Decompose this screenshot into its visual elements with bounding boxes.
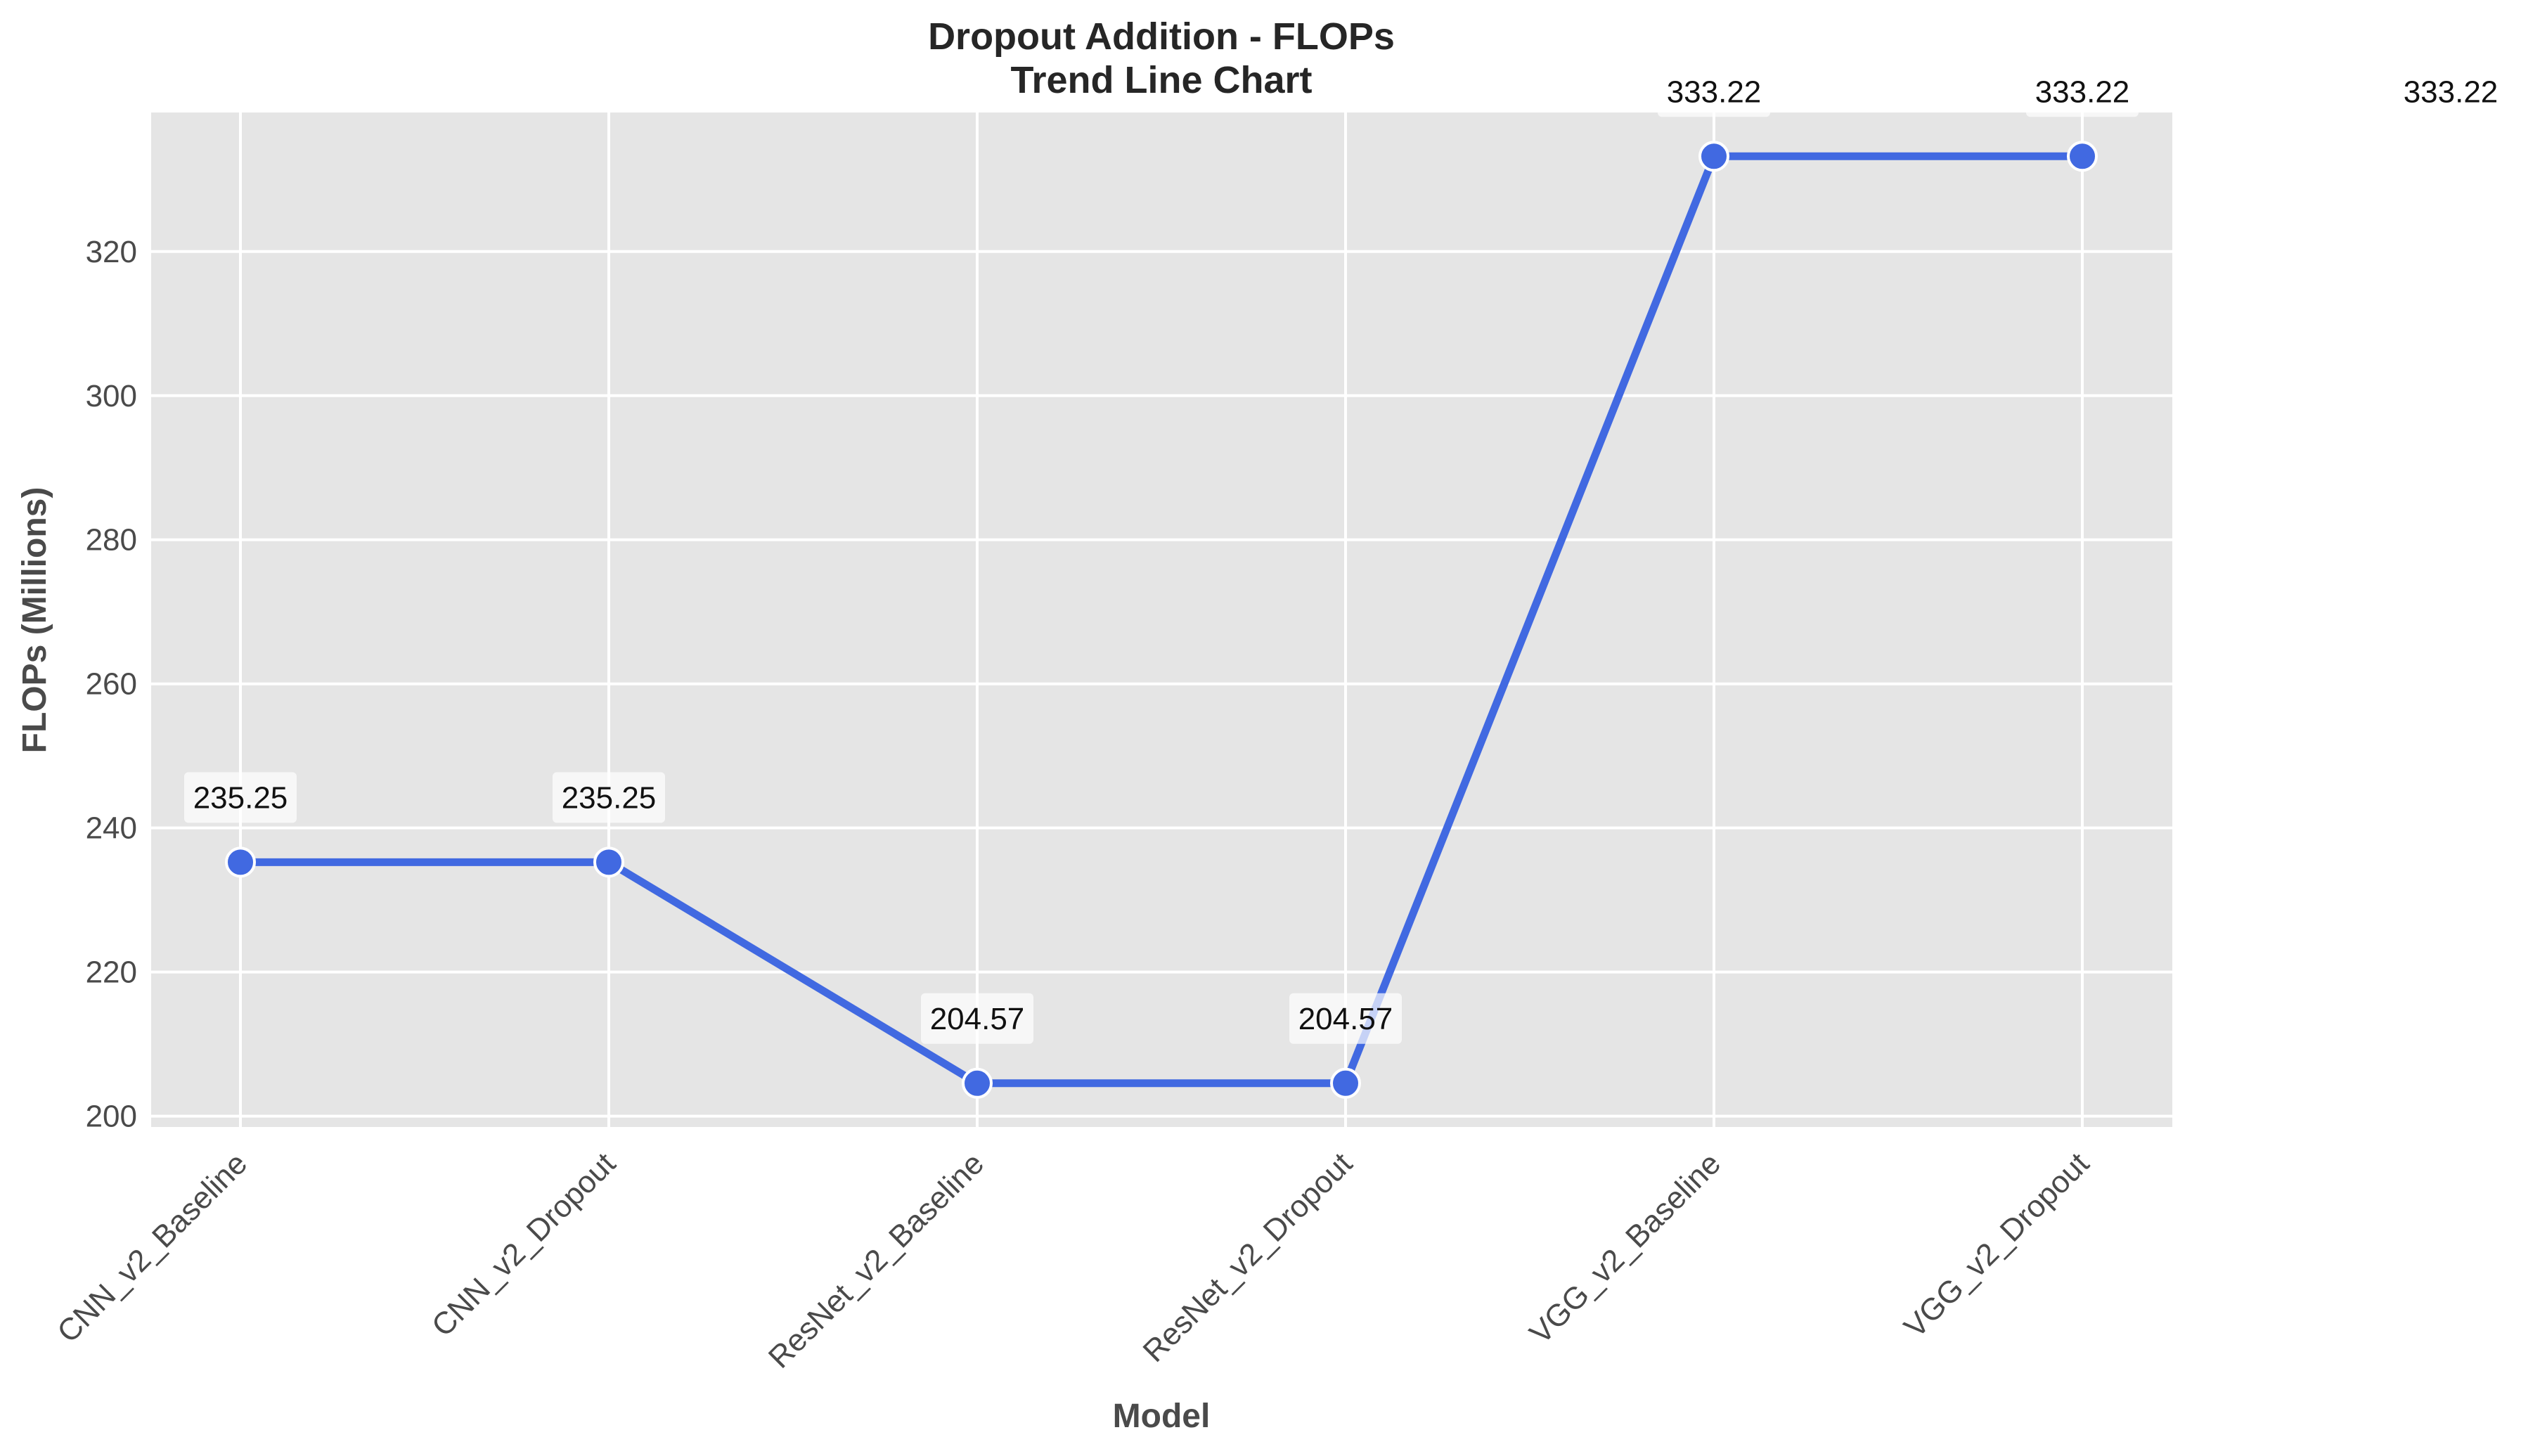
x-tick-label: ResNet_v2_Dropout (1137, 1146, 1360, 1369)
data-point (2067, 141, 2098, 172)
y-tick-label: 320 (86, 235, 137, 269)
y-tick-label: 280 (86, 523, 137, 558)
chart-subtitle: Trend Line Chart (1010, 59, 1312, 101)
data-label-box (553, 772, 665, 823)
data-label-box (1658, 66, 1770, 117)
data-labels: 235.25 235.25 204.57 204.57 333.22 333.22 333.… (184, 66, 2507, 1044)
x-axis-label: Model (1113, 1398, 1211, 1435)
data-label-box (921, 993, 1033, 1044)
y-axis-ticks: 200 220 240 260 280 300 320 (86, 235, 137, 1134)
x-tick-label: ResNet_v2_Baseline (762, 1146, 991, 1374)
data-label: 333.22 (2035, 75, 2130, 109)
x-tick-label: CNN_v2_Dropout (425, 1146, 622, 1343)
x-tick-label: VGG_v2_Baseline (1523, 1146, 1727, 1351)
y-tick-label: 220 (86, 955, 137, 990)
data-point (1330, 1067, 1361, 1099)
x-tick-label: VGG_v2_Dropout (1897, 1146, 2096, 1344)
x-tick-label: CNN_v2_Baseline (51, 1146, 254, 1349)
data-point (962, 1067, 993, 1099)
y-tick-label: 240 (86, 811, 137, 846)
data-label: 235.25 (562, 780, 657, 815)
data-point (225, 846, 256, 878)
y-tick-label: 260 (86, 667, 137, 702)
x-axis-ticks: CNN_v2_Baseline CNN_v2_Dropout ResNet_v2_B… (51, 1146, 2096, 1374)
plot-area (151, 112, 2172, 1127)
data-points (225, 141, 2098, 1099)
y-tick-label: 200 (86, 1100, 137, 1134)
data-point (593, 846, 624, 878)
data-label: 333.22 (1667, 75, 1762, 109)
data-label: 333.22 (2404, 75, 2499, 109)
data-label-box (184, 772, 297, 823)
data-label-box (2026, 66, 2139, 117)
series-line (240, 152, 2082, 1088)
data-label: 235.25 (193, 780, 288, 815)
y-axis-label: FLOPs (Millions) (16, 487, 53, 754)
data-label-box (2394, 66, 2507, 117)
data-point (1698, 141, 1729, 172)
data-label-box (1289, 993, 1402, 1044)
data-label: 204.57 (930, 1002, 1025, 1036)
y-tick-label: 300 (86, 379, 137, 413)
grid (151, 112, 2172, 1127)
data-label: 204.57 (1298, 1002, 1393, 1036)
chart-title: Dropout Addition - FLOPs (928, 15, 1395, 58)
